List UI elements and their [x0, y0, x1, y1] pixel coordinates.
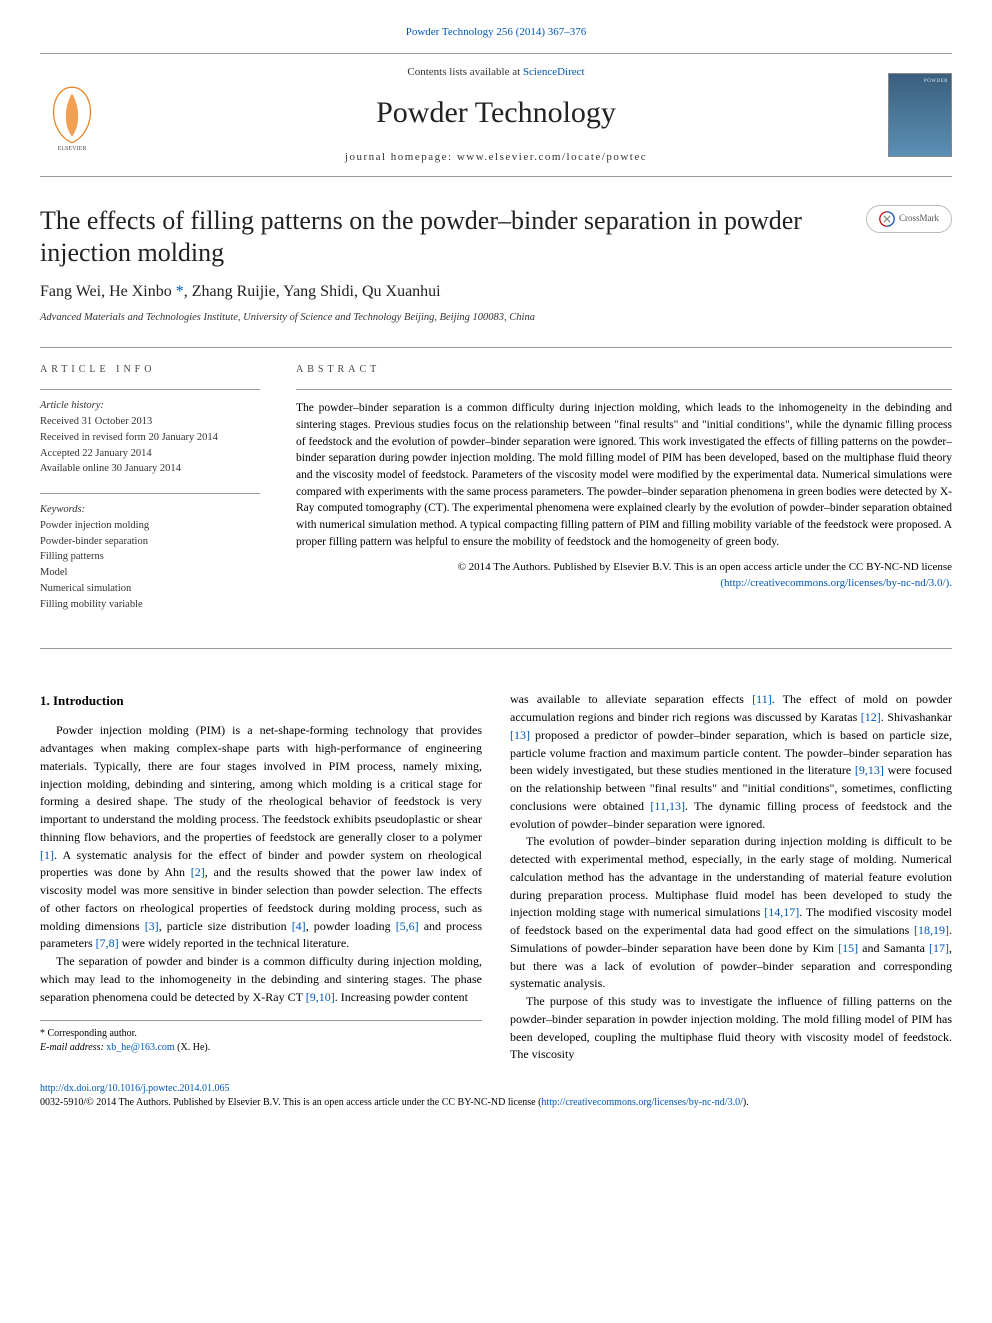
- divider: [40, 648, 952, 649]
- divider: [40, 347, 952, 348]
- history-item: Received 31 October 2013: [40, 414, 260, 430]
- authors-line: Fang Wei, He Xinbo *, Zhang Ruijie, Yang…: [40, 280, 952, 304]
- affiliation: Advanced Materials and Technologies Inst…: [40, 310, 952, 326]
- citation-link[interactable]: Powder Technology 256 (2014) 367–376: [406, 26, 587, 38]
- keyword-item: Powder injection molding: [40, 518, 260, 534]
- ref-link[interactable]: [15]: [838, 941, 858, 955]
- email-line: E-mail address: xb_he@163.com (X. He).: [40, 1041, 482, 1055]
- ref-link[interactable]: [17]: [929, 941, 949, 955]
- ref-link[interactable]: [9,10]: [306, 990, 335, 1004]
- homepage-line: journal homepage: www.elsevier.com/locat…: [104, 149, 888, 166]
- keyword-item: Filling patterns: [40, 549, 260, 565]
- body-paragraph: The separation of powder and binder is a…: [40, 953, 482, 1006]
- ref-link[interactable]: [14,17]: [764, 905, 799, 919]
- copyright-line: © 2014 The Authors. Published by Elsevie…: [296, 560, 952, 591]
- issn-line: 0032-5910/© 2014 The Authors. Published …: [40, 1096, 952, 1110]
- abstract-text: The powder–binder separation is a common…: [296, 400, 952, 550]
- ref-link[interactable]: [18,19]: [914, 923, 949, 937]
- license-link[interactable]: (http://creativecommons.org/licenses/by-…: [720, 577, 952, 589]
- body-paragraph: The evolution of powder–binder separatio…: [510, 833, 952, 993]
- ref-link[interactable]: [9,13]: [855, 763, 884, 777]
- journal-header: ELSEVIER Contents lists available at Sci…: [40, 53, 952, 177]
- article-title: The effects of filling patterns on the p…: [40, 205, 866, 270]
- ref-link[interactable]: [2]: [191, 865, 205, 879]
- article-info-label: article info: [40, 362, 260, 377]
- title-row: The effects of filling patterns on the p…: [40, 205, 952, 270]
- info-abstract-row: article info Article history: Received 3…: [40, 362, 952, 648]
- abstract-label: abstract: [296, 362, 952, 377]
- keyword-item: Numerical simulation: [40, 581, 260, 597]
- authors-first: Fang Wei, He Xinbo: [40, 283, 176, 300]
- section-heading: 1. Introduction: [40, 691, 482, 710]
- authors-rest: , Zhang Ruijie, Yang Shidi, Qu Xuanhui: [184, 283, 441, 300]
- divider: [40, 493, 260, 494]
- keyword-item: Filling mobility variable: [40, 597, 260, 613]
- email-link[interactable]: xb_he@163.com: [106, 1042, 174, 1053]
- body-paragraph: The purpose of this study was to investi…: [510, 993, 952, 1064]
- email-suffix: (X. He).: [175, 1042, 211, 1053]
- body-paragraph: was available to alleviate separation ef…: [510, 691, 952, 833]
- ref-link[interactable]: [7,8]: [96, 936, 119, 950]
- journal-cover-icon: [888, 73, 952, 157]
- header-center: Contents lists available at ScienceDirec…: [104, 64, 888, 166]
- history-block: Article history: Received 31 October 201…: [40, 398, 260, 477]
- crossmark-icon: [879, 211, 895, 227]
- ref-link[interactable]: [11]: [752, 692, 772, 706]
- bottom-license-link[interactable]: http://creativecommons.org/licenses/by-n…: [541, 1097, 742, 1108]
- crossmark-label: CrossMark: [899, 212, 939, 226]
- citation-header: Powder Technology 256 (2014) 367–376: [40, 24, 952, 41]
- ref-link[interactable]: [4]: [292, 919, 306, 933]
- corresponding-note: * Corresponding author.: [40, 1027, 482, 1041]
- keyword-item: Model: [40, 565, 260, 581]
- article-info-column: article info Article history: Received 3…: [40, 362, 260, 628]
- bottom-block: http://dx.doi.org/10.1016/j.powtec.2014.…: [40, 1082, 952, 1110]
- history-item: Received in revised form 20 January 2014: [40, 430, 260, 446]
- homepage-prefix: journal homepage:: [345, 151, 457, 163]
- ref-link[interactable]: [3]: [145, 919, 159, 933]
- body-columns: 1. Introduction Powder injection molding…: [40, 691, 952, 1064]
- ref-link[interactable]: [5,6]: [396, 919, 419, 933]
- history-item: Accepted 22 January 2014: [40, 446, 260, 462]
- history-heading: Article history:: [40, 398, 260, 414]
- ref-link[interactable]: [11,13]: [650, 799, 685, 813]
- keywords-heading: Keywords:: [40, 502, 260, 518]
- crossmark-badge[interactable]: CrossMark: [866, 205, 952, 233]
- homepage-url: www.elsevier.com/locate/powtec: [457, 151, 647, 163]
- journal-title: Powder Technology: [104, 90, 888, 135]
- elsevier-logo-icon: ELSEVIER: [40, 79, 104, 151]
- doi-link[interactable]: http://dx.doi.org/10.1016/j.powtec.2014.…: [40, 1083, 230, 1094]
- body-right-column: was available to alleviate separation ef…: [510, 691, 952, 1064]
- svg-text:ELSEVIER: ELSEVIER: [57, 145, 87, 150]
- email-label: E-mail address:: [40, 1042, 106, 1053]
- divider: [296, 389, 952, 390]
- divider: [40, 389, 260, 390]
- keywords-block: Keywords: Powder injection molding Powde…: [40, 502, 260, 612]
- keyword-item: Powder-binder separation: [40, 534, 260, 550]
- body-paragraph: Powder injection molding (PIM) is a net-…: [40, 722, 482, 953]
- copyright-text: © 2014 The Authors. Published by Elsevie…: [458, 561, 952, 573]
- contents-prefix: Contents lists available at: [407, 66, 522, 78]
- ref-link[interactable]: [1]: [40, 848, 54, 862]
- contents-line: Contents lists available at ScienceDirec…: [104, 64, 888, 81]
- ref-link[interactable]: [13]: [510, 728, 530, 742]
- sciencedirect-link[interactable]: ScienceDirect: [523, 66, 585, 78]
- issn-text: 0032-5910/© 2014 The Authors. Published …: [40, 1097, 541, 1108]
- corresponding-marker[interactable]: *: [176, 283, 184, 300]
- ref-link[interactable]: [12]: [861, 710, 881, 724]
- footnote-block: * Corresponding author. E-mail address: …: [40, 1020, 482, 1055]
- history-item: Available online 30 January 2014: [40, 461, 260, 477]
- issn-suffix: ).: [743, 1097, 749, 1108]
- body-left-column: 1. Introduction Powder injection molding…: [40, 691, 482, 1064]
- abstract-column: abstract The powder–binder separation is…: [296, 362, 952, 628]
